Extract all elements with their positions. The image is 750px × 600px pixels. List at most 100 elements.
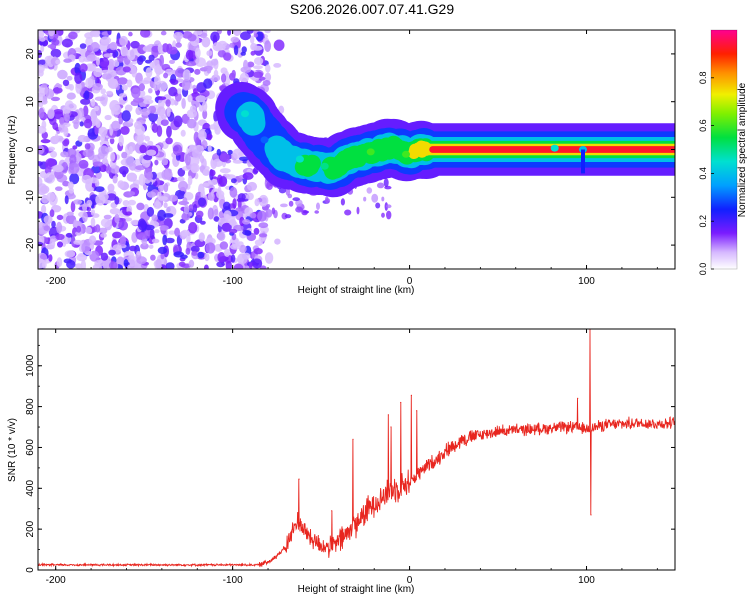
- noise-blob: [243, 59, 249, 71]
- noise-blob: [39, 37, 46, 42]
- noise-blob: [140, 243, 149, 250]
- noise-blob: [285, 187, 291, 196]
- noise-blob: [194, 30, 203, 36]
- noise-blob: [204, 253, 210, 262]
- noise-blob: [209, 169, 216, 177]
- spectrogram-x-ticks: -200 -100 0 100: [46, 30, 658, 287]
- snr-spike: [352, 438, 354, 440]
- noise-blob: [57, 84, 63, 89]
- snr-y-ticks: 0 200 400 600 800 1000: [25, 344, 675, 573]
- noise-blob: [90, 209, 96, 216]
- noise-blob: [366, 187, 373, 194]
- noise-blob: [43, 215, 53, 225]
- noise-blob: [75, 81, 82, 94]
- noise-blob: [144, 135, 150, 142]
- noise-blob: [232, 30, 242, 37]
- noise-blob: [144, 224, 155, 231]
- colorbar-label: Normalized spectral amplitude: [737, 82, 748, 217]
- noise-blob: [181, 79, 191, 91]
- noise-blob: [127, 264, 138, 269]
- noise-blob: [65, 232, 73, 238]
- noise-blob: [211, 74, 221, 82]
- snr-spike: [590, 514, 592, 516]
- noise-blob: [66, 92, 76, 100]
- noise-blob: [288, 200, 294, 207]
- noise-blob: [160, 30, 167, 36]
- snr-line: [38, 329, 675, 568]
- noise-blob: [85, 77, 94, 89]
- noise-blob: [213, 208, 219, 216]
- noise-blob: [187, 175, 193, 186]
- noise-blob: [63, 58, 72, 63]
- noise-blob: [232, 198, 237, 209]
- noise-blob: [375, 202, 381, 209]
- noise-blob: [47, 108, 55, 119]
- noise-blob: [181, 98, 186, 109]
- noise-blob: [80, 259, 86, 269]
- noise-blob: [100, 233, 107, 238]
- noise-blob: [56, 214, 64, 221]
- noise-blob: [48, 254, 53, 262]
- noise-blob: [122, 66, 131, 73]
- noise-blob: [53, 109, 64, 115]
- noise-blob: [136, 251, 141, 256]
- y-tick-label: 10: [25, 96, 36, 108]
- noise-blob: [240, 51, 246, 56]
- noise-blob: [265, 64, 271, 73]
- noise-blob: [188, 204, 194, 212]
- noise-blob: [385, 204, 392, 209]
- x-tick-label: 0: [407, 276, 413, 287]
- noise-blob: [301, 209, 308, 216]
- noise-blob: [96, 57, 100, 66]
- noise-blob: [241, 46, 247, 54]
- noise-blob: [200, 189, 206, 199]
- noise-blob: [166, 125, 172, 138]
- noise-blob: [212, 158, 224, 167]
- spectrogram-y-label: Frequency (Hz): [7, 116, 18, 185]
- noise-blob: [83, 105, 89, 117]
- noise-blob: [114, 196, 120, 205]
- noise-blob: [246, 192, 254, 201]
- noise-blob: [154, 75, 161, 85]
- noise-blob: [258, 194, 269, 207]
- snr-plot: -200 -100 0 100 0 200 400 600 800 1000 Height of…: [7, 328, 676, 595]
- noise-blob: [54, 133, 59, 144]
- noise-blob: [166, 105, 171, 118]
- noise-blob: [154, 229, 160, 234]
- noise-blob: [119, 99, 126, 105]
- noise-blob: [170, 79, 179, 85]
- snr-spike: [577, 397, 579, 399]
- noise-blob: [90, 217, 96, 228]
- noise-blob: [79, 43, 87, 49]
- noise-blob: [229, 186, 238, 198]
- noise-blob: [38, 258, 46, 269]
- noise-blob: [295, 206, 303, 213]
- noise-blob: [258, 233, 268, 238]
- noise-blob: [138, 83, 145, 92]
- noise-blob: [136, 256, 147, 265]
- noise-blob: [168, 194, 178, 202]
- snr-spike: [400, 401, 402, 404]
- noise-blob: [146, 171, 153, 181]
- colorbar-ticks: 0.0 0.2 0.4 0.6 0.8: [698, 72, 714, 275]
- colorbar-tick-label: 0.4: [698, 167, 708, 180]
- noise-blob: [143, 154, 153, 161]
- noise-blob: [109, 137, 115, 145]
- noise-blob: [325, 198, 331, 204]
- noise-blob: [229, 219, 237, 226]
- noise-blob: [258, 222, 269, 229]
- noise-blob: [94, 51, 102, 56]
- noise-blob: [137, 233, 147, 240]
- noise-blob: [202, 109, 208, 120]
- noise-blob: [264, 40, 271, 52]
- noise-blob: [90, 41, 100, 52]
- noise-blob: [119, 35, 129, 47]
- noise-blob: [64, 250, 76, 258]
- noise-blob: [206, 50, 213, 57]
- noise-blob: [134, 121, 142, 130]
- noise-blob: [178, 180, 188, 192]
- y-tick-label: 0: [25, 146, 36, 152]
- noise-blob: [117, 77, 128, 85]
- noise-blob: [165, 237, 175, 244]
